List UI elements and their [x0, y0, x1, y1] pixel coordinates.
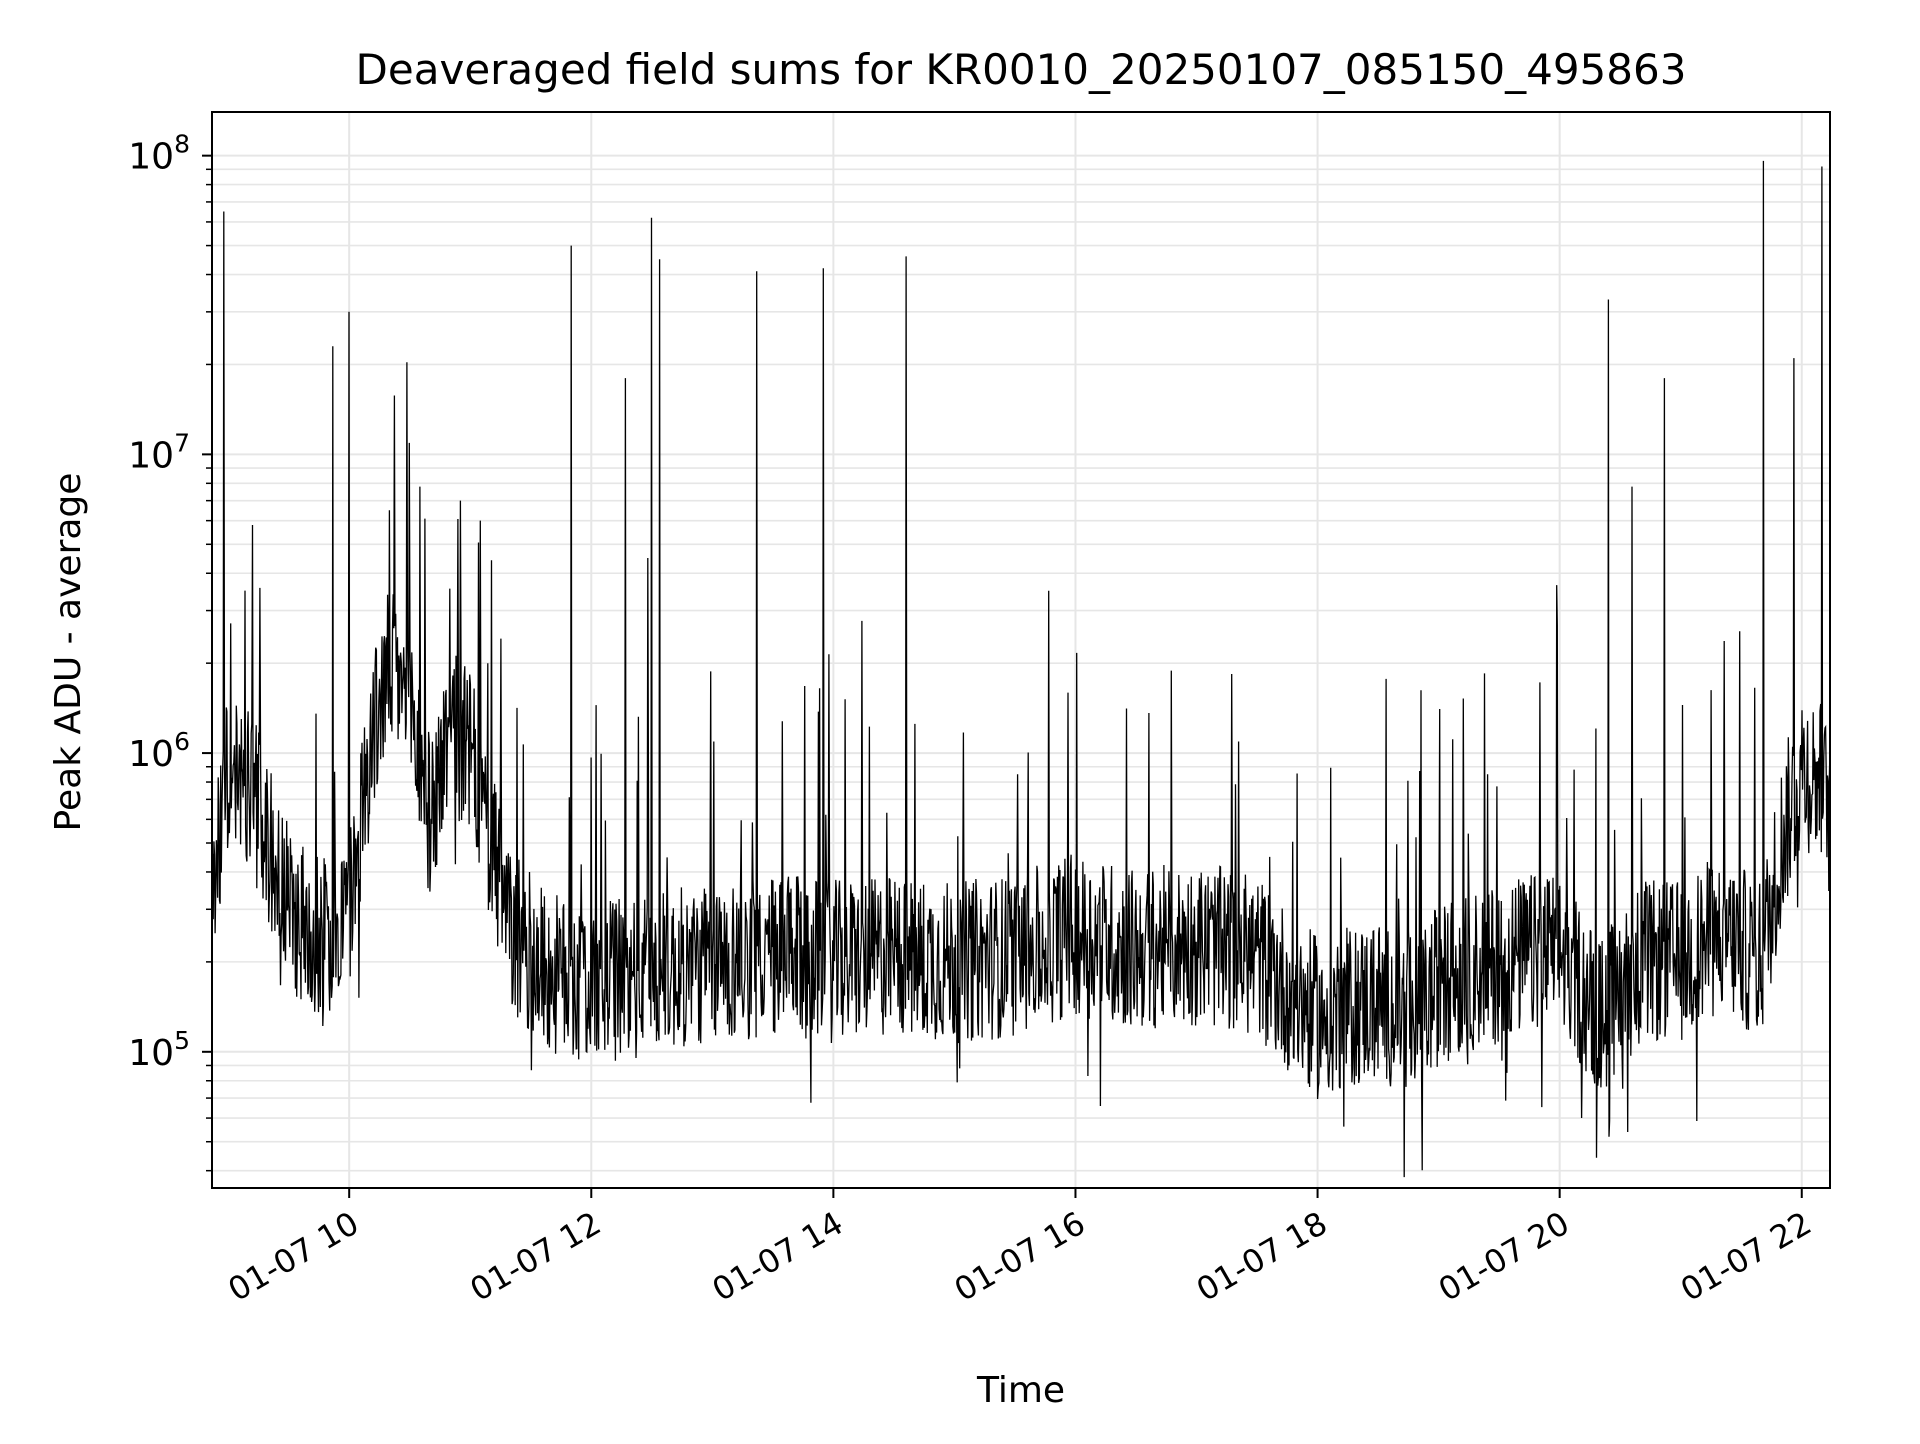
y-axis: 105 106 107 108: [128, 130, 212, 1172]
series-line: [211, 160, 1831, 1178]
grid: [212, 112, 1830, 1188]
y-axis-label: Peak ADU - average: [48, 473, 89, 832]
x-tick-label: 01-07 12: [464, 1204, 608, 1309]
chart-title: Deaveraged field sums for KR0010_2025010…: [356, 45, 1687, 94]
plot-frame: [211, 111, 1831, 1189]
x-axis-label: Time: [976, 1370, 1065, 1411]
y-tick-label: 106: [128, 727, 190, 775]
x-tick-label: 01-07 10: [222, 1204, 366, 1309]
x-tick-label: 01-07 20: [1432, 1204, 1576, 1309]
series: [211, 160, 1831, 1178]
x-tick-label: 01-07 16: [948, 1204, 1092, 1309]
x-tick-label: 01-07 18: [1190, 1204, 1334, 1309]
x-axis: 01-07 10 01-07 12 01-07 14 01-07 16 01-07 18…: [222, 1188, 1818, 1309]
y-tick-label: 105: [128, 1026, 190, 1074]
y-tick-label: 107: [128, 428, 190, 476]
y-tick-label: 108: [128, 130, 190, 178]
x-tick-label: 01-07 22: [1674, 1204, 1818, 1309]
x-tick-label: 01-07 14: [706, 1204, 850, 1309]
